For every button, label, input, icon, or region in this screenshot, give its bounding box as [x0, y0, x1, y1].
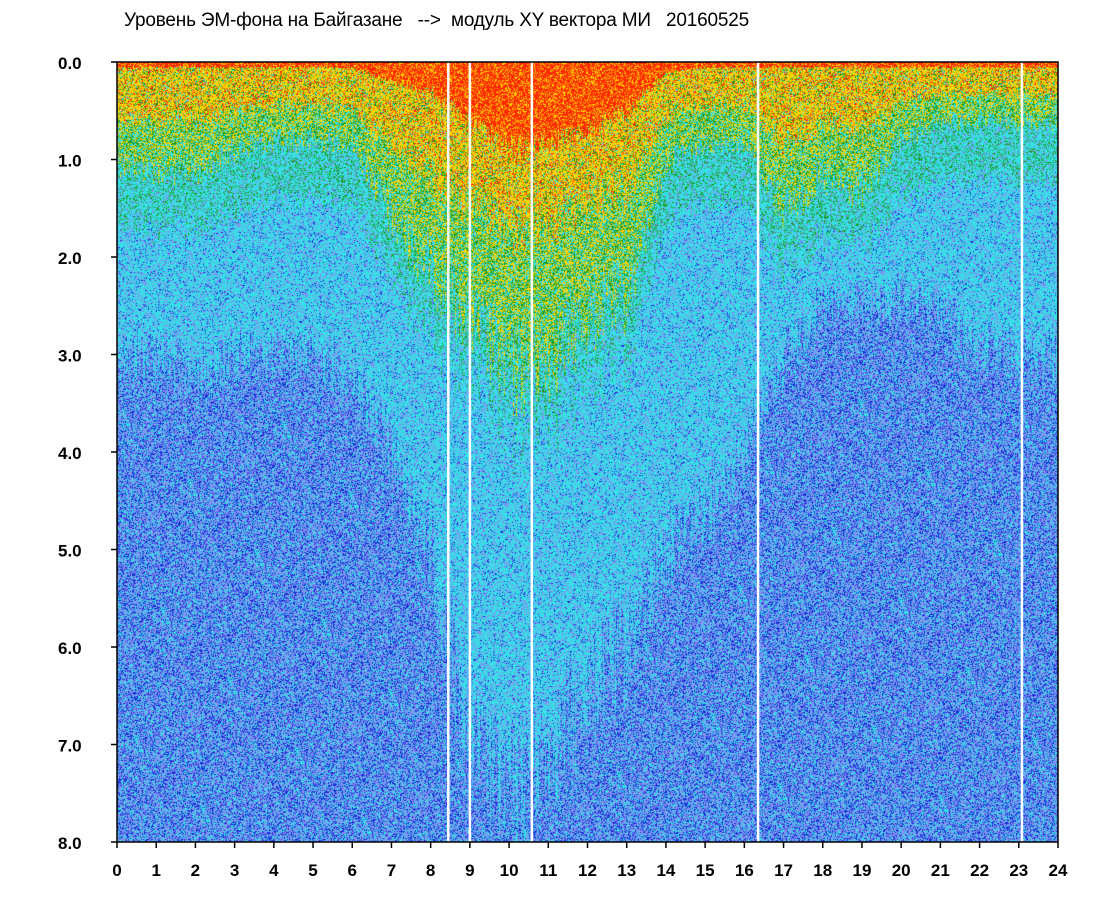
- x-tick-label: 21: [931, 861, 950, 880]
- chart-title: Уровень ЭМ-фона на Байгазане --> модуль …: [124, 10, 749, 31]
- y-tick-label: 0.0: [58, 54, 82, 73]
- x-tick-label: 7: [387, 861, 396, 880]
- data-gap-lines: [447, 62, 1024, 842]
- x-tick-label: 14: [656, 861, 675, 880]
- y-axis: 0.0 1.0 2.0 3.0 4.0 5.0 6.0 7.0 8.0: [58, 54, 117, 853]
- x-axis: 0 1 2 3 4 5 6 7 8 9 10 11 12 13 14 15 16 17 18 19 20 21 22 23 24: [112, 842, 1068, 880]
- y-tick-label: 5.0: [58, 542, 82, 561]
- x-tick-label: 24: [1049, 861, 1068, 880]
- x-tick-label: 19: [852, 861, 871, 880]
- x-tick-label: 9: [465, 861, 474, 880]
- y-tick-label: 7.0: [58, 737, 82, 756]
- x-tick-label: 11: [539, 861, 557, 880]
- x-tick-label: 17: [774, 861, 793, 880]
- y-tick-label: 8.0: [58, 834, 82, 853]
- x-tick-label: 6: [348, 861, 357, 880]
- y-tick-label: 6.0: [58, 639, 82, 658]
- x-tick-label: 13: [617, 861, 636, 880]
- x-tick-label: 5: [308, 861, 317, 880]
- x-tick-label: 22: [970, 861, 989, 880]
- x-tick-label: 10: [500, 861, 519, 880]
- y-tick-label: 4.0: [58, 444, 82, 463]
- x-tick-label: 12: [578, 861, 597, 880]
- x-tick-label: 23: [1009, 861, 1028, 880]
- x-tick-label: 1: [151, 861, 160, 880]
- x-tick-label: 0: [112, 861, 121, 880]
- x-tick-label: 3: [230, 861, 239, 880]
- x-tick-label: 2: [191, 861, 200, 880]
- heatmap-image: [117, 62, 1058, 842]
- y-tick-label: 2.0: [58, 249, 82, 268]
- x-tick-label: 8: [426, 861, 435, 880]
- x-tick-label: 16: [735, 861, 754, 880]
- plot-area: [116, 61, 1059, 843]
- x-tick-label: 20: [892, 861, 911, 880]
- x-tick-label: 18: [813, 861, 832, 880]
- y-tick-label: 3.0: [58, 347, 82, 366]
- x-tick-label: 15: [696, 861, 715, 880]
- y-tick-label: 1.0: [58, 152, 82, 171]
- x-tick-label: 4: [269, 861, 279, 880]
